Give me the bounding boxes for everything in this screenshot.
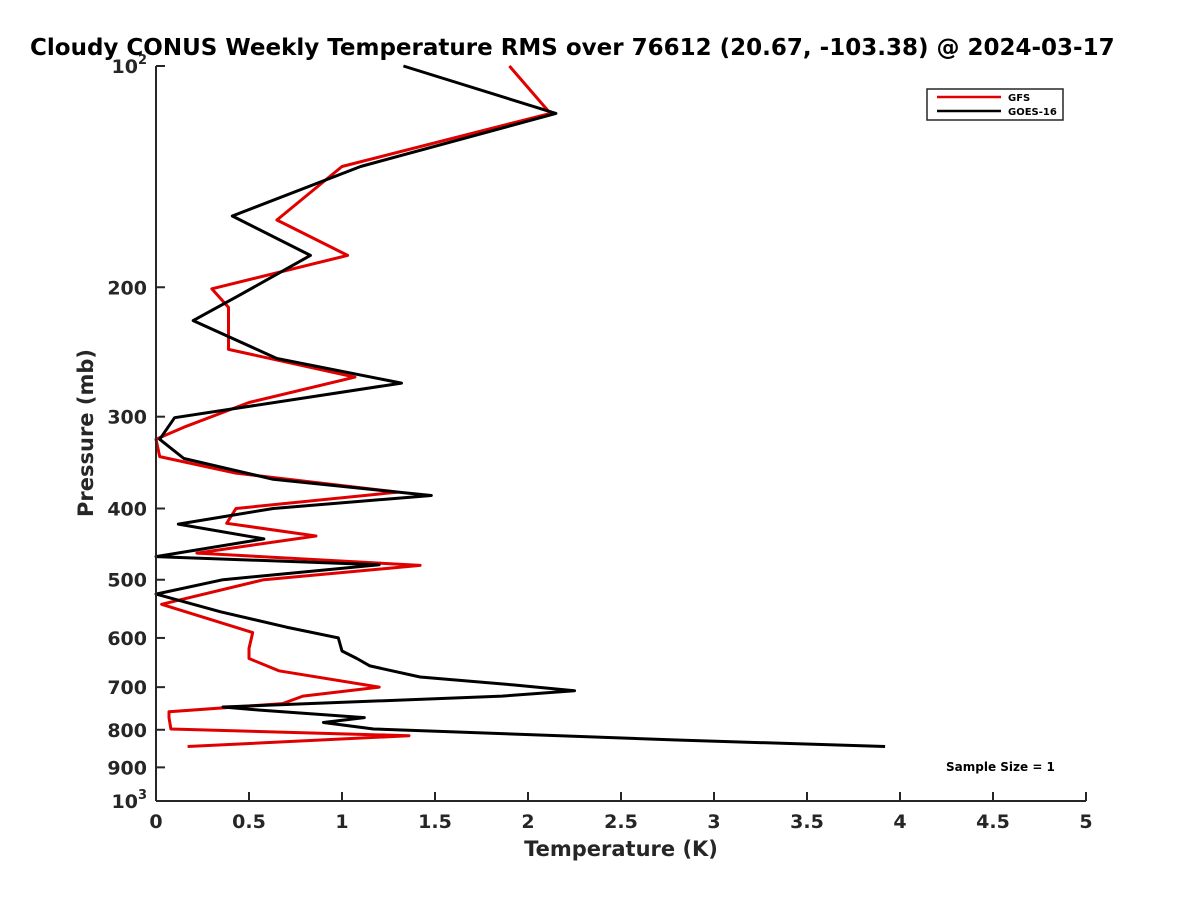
y-tick-label: 800 <box>107 720 147 742</box>
y-tick-label: 102 <box>112 53 148 78</box>
x-axis-label: Temperature (K) <box>524 837 718 861</box>
x-tick-label: 2 <box>521 811 534 833</box>
x-tick-label: 2.5 <box>604 811 638 833</box>
y-tick-label: 900 <box>107 757 147 779</box>
legend-label-goes-16: GOES-16 <box>1008 107 1057 118</box>
y-tick-label: 300 <box>107 407 147 429</box>
x-tick-label: 1 <box>335 811 348 833</box>
x-axis-ticks: 0 0.5 1 1.5 2 2.5 3 3.5 4 4.5 5 <box>149 792 1093 833</box>
legend-box <box>926 88 1064 121</box>
y-axis-ticks: 102 200 300 400 500 600 700 800 900 103 <box>107 53 165 813</box>
x-tick-label: 0 <box>149 811 162 833</box>
x-tick-label: 1.5 <box>418 811 452 833</box>
x-tick-label: 3 <box>707 811 720 833</box>
sample-size-annotation: Sample Size = 1 <box>946 760 1055 774</box>
y-axis-label: Pressure (mb) <box>74 349 98 517</box>
legend: GFS GOES-16 <box>926 88 1064 121</box>
x-tick-label: 0.5 <box>232 811 266 833</box>
y-tick-label: 500 <box>107 570 147 592</box>
x-tick-label: 4.5 <box>976 811 1010 833</box>
y-tick-label: 200 <box>107 277 147 299</box>
y-tick-label: 600 <box>107 628 147 650</box>
plot-lines <box>154 64 886 748</box>
series-line-gfs <box>154 65 552 748</box>
x-tick-label: 5 <box>1079 811 1092 833</box>
y-tick-label: 103 <box>112 788 148 813</box>
y-tick-label: 400 <box>107 499 147 521</box>
chart-title: Cloudy CONUS Weekly Temperature RMS over… <box>30 35 1115 61</box>
y-tick-label: 700 <box>107 677 147 699</box>
x-tick-label: 3.5 <box>790 811 824 833</box>
series-line-goes-16 <box>154 64 886 748</box>
x-tick-label: 4 <box>893 811 906 833</box>
legend-label-gfs: GFS <box>1008 93 1030 104</box>
